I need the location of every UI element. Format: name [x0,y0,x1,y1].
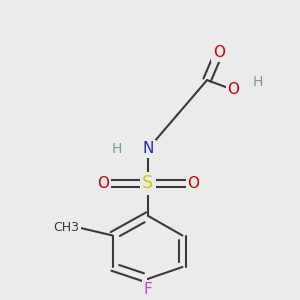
Text: O: O [188,176,200,191]
Text: H: H [112,142,122,156]
Text: O: O [97,176,109,191]
Text: CH3: CH3 [53,221,79,234]
Text: N: N [142,141,154,156]
Text: H: H [252,75,263,89]
Text: S: S [142,174,154,192]
Text: F: F [144,282,152,297]
Text: O: O [213,45,225,60]
Text: O: O [228,82,240,98]
